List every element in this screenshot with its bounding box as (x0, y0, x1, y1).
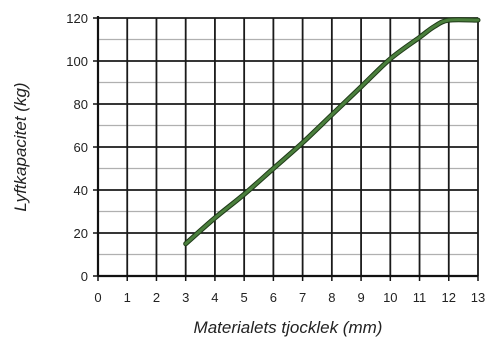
y-tick-label: 120 (66, 11, 88, 26)
series-line (184, 18, 480, 246)
y-tick-label: 40 (74, 183, 88, 198)
y-tick-label: 80 (74, 97, 88, 112)
y-axis-label: Lyftkapacitet (kg) (11, 82, 30, 211)
x-tick-label: 0 (94, 290, 101, 305)
minor-grid (98, 38, 478, 256)
x-tick-label: 2 (153, 290, 160, 305)
x-tick-label: 10 (383, 290, 397, 305)
series-layer (183, 17, 481, 247)
x-tick-label: 4 (211, 290, 218, 305)
x-axis-label: Materialets tjocklek (mm) (194, 318, 383, 337)
x-tick-label: 9 (357, 290, 364, 305)
x-tick-label: 12 (442, 290, 456, 305)
x-tick-label: 5 (241, 290, 248, 305)
x-tick-labels: 0 1 2 3 4 5 6 7 8 9 10 11 12 13 (94, 290, 485, 305)
x-tick-label: 8 (328, 290, 335, 305)
major-grid (97, 17, 479, 277)
x-tick-label: 6 (270, 290, 277, 305)
axes (93, 16, 479, 281)
y-tick-label: 0 (81, 269, 88, 284)
x-tick-label: 1 (124, 290, 131, 305)
y-tick-label: 20 (74, 226, 88, 241)
y-tick-label: 60 (74, 140, 88, 155)
y-tick-label: 100 (66, 54, 88, 69)
y-tick-labels: 0 20 40 60 80 100 120 (66, 11, 88, 284)
x-tick-label: 7 (299, 290, 306, 305)
x-tick-label: 11 (413, 290, 427, 305)
x-tick-label: 3 (182, 290, 189, 305)
x-tick-label: 13 (471, 290, 485, 305)
